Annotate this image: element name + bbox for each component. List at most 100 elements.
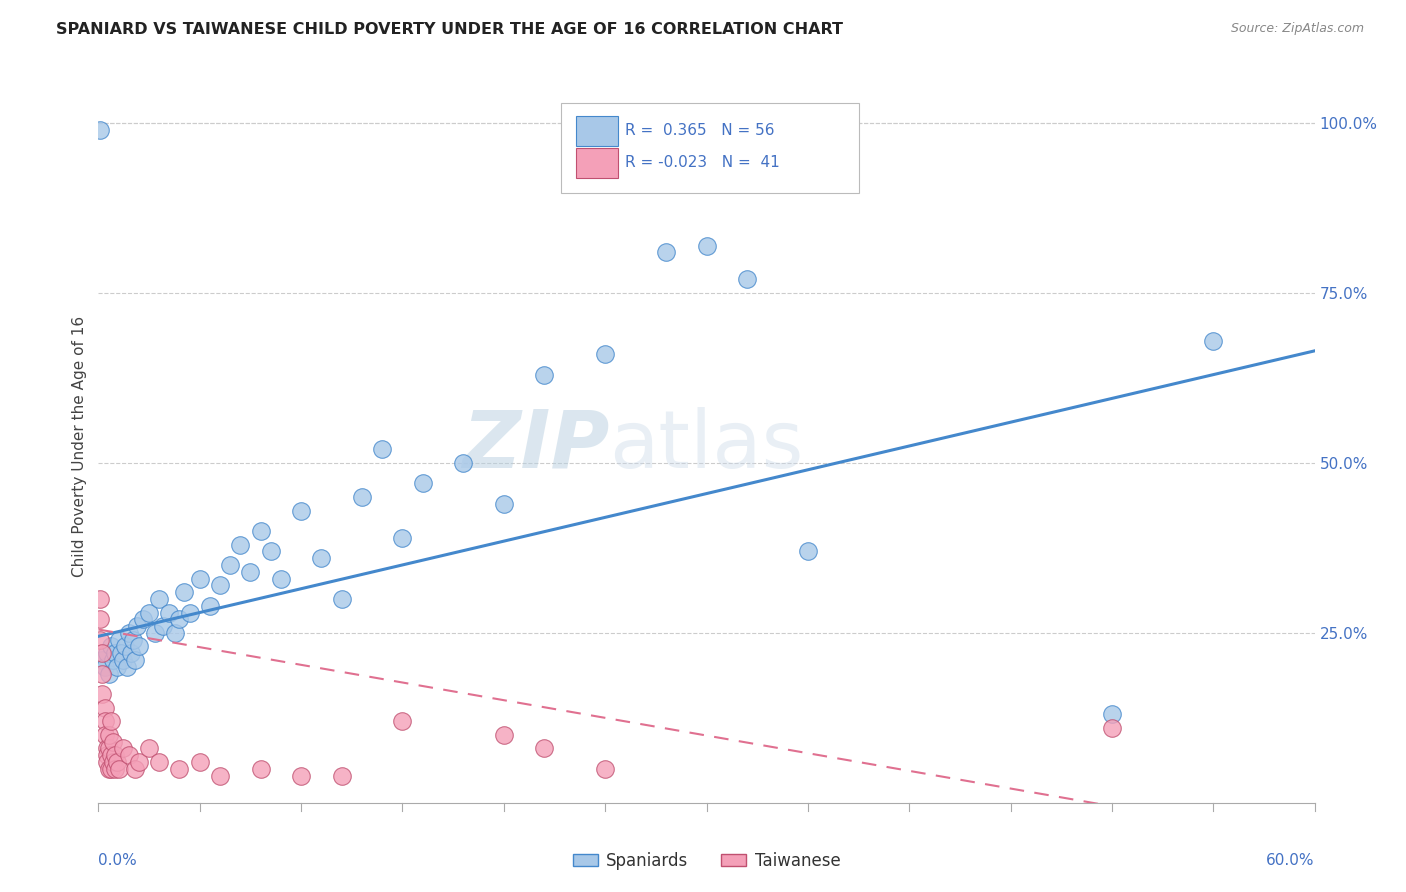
Point	[107, 762, 129, 776]
Point	[97, 762, 120, 776]
Point	[120, 646, 142, 660]
Point	[655, 245, 678, 260]
Point	[330, 591, 353, 606]
FancyBboxPatch shape	[561, 103, 859, 193]
Point	[696, 238, 718, 252]
Point	[209, 578, 232, 592]
Point	[1202, 334, 1225, 348]
Point	[93, 700, 115, 714]
Point	[101, 653, 124, 667]
Point	[138, 606, 160, 620]
Point	[104, 646, 127, 660]
Point	[93, 714, 115, 729]
Point	[100, 748, 122, 763]
Point	[110, 646, 132, 660]
Point	[260, 544, 283, 558]
Point	[111, 741, 134, 756]
Point	[105, 660, 128, 674]
Point	[391, 714, 413, 729]
Point	[97, 741, 120, 756]
Point	[114, 640, 136, 654]
Point	[492, 497, 515, 511]
Point	[270, 572, 292, 586]
Point	[209, 769, 232, 783]
Point	[311, 551, 333, 566]
Point	[101, 734, 124, 748]
Point	[118, 626, 141, 640]
Point	[101, 755, 124, 769]
Text: R =  0.365   N = 56: R = 0.365 N = 56	[626, 123, 775, 138]
Point	[143, 626, 166, 640]
Point	[93, 728, 115, 742]
Point	[412, 476, 434, 491]
Point	[453, 456, 475, 470]
Point	[104, 762, 127, 776]
Point	[111, 653, 134, 667]
Point	[533, 741, 555, 756]
Legend: Spaniards, Taiwanese: Spaniards, Taiwanese	[565, 846, 848, 877]
Point	[107, 632, 129, 647]
Point	[124, 762, 146, 776]
Point	[735, 272, 758, 286]
FancyBboxPatch shape	[576, 148, 617, 178]
Point	[89, 632, 111, 647]
Point	[89, 591, 111, 606]
Text: SPANIARD VS TAIWANESE CHILD POVERTY UNDER THE AGE OF 16 CORRELATION CHART: SPANIARD VS TAIWANESE CHILD POVERTY UNDE…	[56, 22, 844, 37]
Point	[350, 490, 373, 504]
Text: R = -0.023   N =  41: R = -0.023 N = 41	[626, 155, 780, 170]
Point	[188, 755, 211, 769]
Point	[124, 653, 146, 667]
Point	[89, 123, 111, 137]
Point	[593, 762, 616, 776]
Point	[157, 606, 180, 620]
Point	[100, 762, 122, 776]
Point	[96, 646, 118, 660]
Point	[1101, 721, 1123, 735]
Y-axis label: Child Poverty Under the Age of 16: Child Poverty Under the Age of 16	[72, 316, 87, 576]
Point	[797, 544, 820, 558]
Point	[97, 728, 120, 742]
Point	[179, 606, 201, 620]
Point	[100, 714, 122, 729]
Text: atlas: atlas	[609, 407, 804, 485]
Point	[105, 755, 128, 769]
Point	[169, 762, 191, 776]
Point	[91, 666, 114, 681]
Point	[91, 646, 114, 660]
Point	[96, 741, 118, 756]
Point	[128, 755, 150, 769]
Point	[89, 612, 111, 626]
Point	[96, 755, 118, 769]
Point	[122, 632, 145, 647]
Point	[97, 666, 120, 681]
Point	[93, 660, 115, 674]
Point	[152, 619, 174, 633]
Point	[391, 531, 413, 545]
Text: 60.0%: 60.0%	[1267, 853, 1315, 868]
Point	[198, 599, 221, 613]
Point	[169, 612, 191, 626]
Point	[148, 591, 170, 606]
Point	[125, 619, 148, 633]
Point	[330, 769, 353, 783]
Point	[115, 660, 138, 674]
Point	[104, 748, 127, 763]
Point	[533, 368, 555, 382]
Point	[492, 728, 515, 742]
Text: 0.0%: 0.0%	[98, 853, 138, 868]
Point	[100, 640, 122, 654]
Point	[371, 442, 394, 457]
Point	[593, 347, 616, 361]
Point	[249, 762, 271, 776]
Point	[290, 769, 312, 783]
Point	[132, 612, 155, 626]
FancyBboxPatch shape	[576, 116, 617, 145]
Point	[91, 653, 114, 667]
Point	[118, 748, 141, 763]
Point	[96, 748, 118, 763]
Point	[91, 687, 114, 701]
Point	[173, 585, 195, 599]
Point	[148, 755, 170, 769]
Point	[290, 503, 312, 517]
Point	[1101, 707, 1123, 722]
